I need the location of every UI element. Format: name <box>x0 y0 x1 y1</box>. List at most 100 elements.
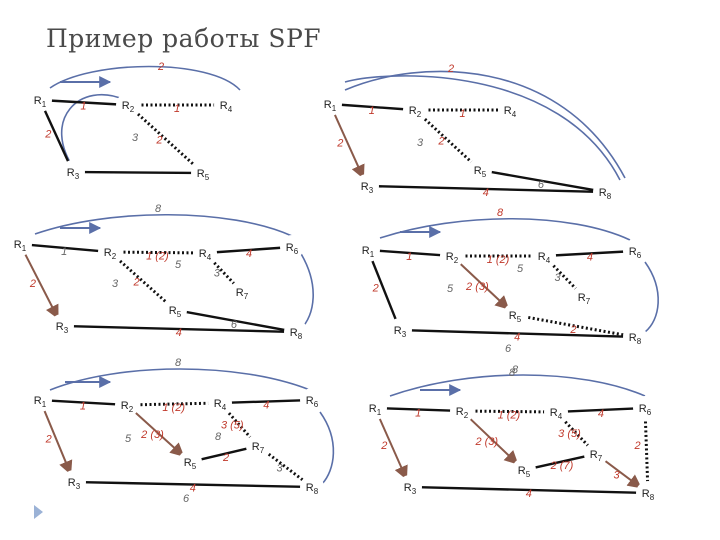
router-node-R7: R7 <box>584 442 608 466</box>
flood-loop-arc <box>49 368 311 391</box>
router-node-halo <box>544 400 568 424</box>
router-node-R8: R8 <box>636 481 660 505</box>
link-R6-R8 <box>643 416 650 485</box>
router-node-halo <box>572 285 596 309</box>
cost-label: 8 <box>215 431 222 443</box>
link-cost-label: 4 <box>587 251 593 263</box>
link-cost-label: 2 <box>155 135 162 147</box>
flood-loop-arc <box>379 217 631 241</box>
link-cost-label: 1 <box>415 407 421 419</box>
link-R1-R2 <box>338 103 407 111</box>
router-node-halo <box>28 88 52 112</box>
router-node-R1: R1 <box>28 388 52 412</box>
cost-label: 3 <box>417 137 424 149</box>
link-R1-R3 <box>377 415 408 481</box>
link-R4-R6 <box>228 399 304 404</box>
router-node-R4: R4 <box>498 98 522 122</box>
router-node-R1: R1 <box>8 232 32 256</box>
link-R5-R8 <box>183 310 288 332</box>
link-R4-R6 <box>552 250 627 257</box>
router-node-halo <box>584 442 608 466</box>
link-cost-label: 2 <box>437 136 444 148</box>
router-node-R6: R6 <box>623 239 647 263</box>
router-node-R7: R7 <box>572 285 596 309</box>
router-node-R6: R6 <box>633 396 657 420</box>
link-cost-label: 1 (2) <box>498 409 521 421</box>
link-cost-label: 1 (2) <box>162 402 185 414</box>
link-cost-label: 1 (2) <box>487 254 510 266</box>
router-node-halo <box>193 241 217 265</box>
link-cost-label: 4 <box>483 187 489 199</box>
link-R1-R3 <box>42 407 73 475</box>
link-R3-R8 <box>408 329 627 338</box>
router-node-halo <box>532 244 556 268</box>
link-cost-label: 4 <box>598 408 604 420</box>
router-node-R3: R3 <box>61 160 85 184</box>
router-node-R2: R2 <box>440 244 464 268</box>
router-node-R7: R7 <box>246 434 270 458</box>
spf-step-p3: 1 1 (2) 4 2 2 3 4 6 3 5 8 8 R1 R2 R4 R6 R3 R5 R7 R8 <box>8 203 314 369</box>
link-cost-label: 2 <box>222 452 229 464</box>
spf-step-p4: 1 1 (2) 4 2 2 (3) 3 4 2 5 5 6 8 R1 R2 R4 R6 R3 R5 R7 R8 <box>356 217 659 376</box>
link-R2-R5 <box>420 115 475 165</box>
router-node-halo <box>300 475 324 499</box>
link-cost-label: 4 <box>514 331 520 343</box>
link-R3-R8 <box>70 325 288 333</box>
link-R4-R7 <box>549 261 579 292</box>
router-node-R3: R3 <box>398 475 422 499</box>
link-R2-R5 <box>133 109 198 169</box>
cost-label: 5 <box>175 259 182 271</box>
link-cost-label: 1 <box>80 400 86 412</box>
router-node-halo <box>28 388 52 412</box>
link-cost-label: 2 (3) <box>474 436 498 448</box>
link-cost-label: 1 <box>369 105 375 117</box>
link-R1-R3 <box>42 107 71 165</box>
link-cost-label: 6 <box>231 319 238 331</box>
router-node-R5: R5 <box>191 161 215 185</box>
link-cost-label: 1 <box>61 246 67 258</box>
router-node-halo <box>355 174 379 198</box>
link-R4-R7 <box>224 408 254 441</box>
router-node-R8: R8 <box>623 325 647 349</box>
link-R2-R5 <box>457 261 510 310</box>
router-node-halo <box>300 388 324 412</box>
router-node-halo <box>398 475 422 499</box>
router-node-halo <box>191 161 215 185</box>
link-cost-label: 2 <box>380 440 387 452</box>
router-node-halo <box>356 238 380 262</box>
link-cost-label: 3 <box>554 272 561 284</box>
spf-step-p1: 2 1 1 2 2 3 R1 R2 R3 R4 R5 <box>28 61 241 185</box>
link-cost-label: 2 <box>29 278 36 290</box>
router-node-R4: R4 <box>544 400 568 424</box>
link-cost-label: 3 <box>614 470 621 482</box>
link-cost-label: 1 <box>459 108 465 120</box>
router-node-R7: R7 <box>230 280 254 304</box>
router-node-R3: R3 <box>62 470 86 494</box>
flood-loop-arc <box>344 70 626 179</box>
router-node-halo <box>280 235 304 259</box>
cost-label: 6 <box>505 343 512 355</box>
link-R4-R7 <box>210 258 237 287</box>
link-cost-label: 2 <box>336 138 343 150</box>
link-R5-R8 <box>523 315 627 337</box>
router-node-halo <box>246 434 270 458</box>
link-cost-label: 2 (7) <box>550 460 574 472</box>
link-R2-R4 <box>135 401 212 407</box>
link-R3-R8 <box>418 486 640 494</box>
link-R1-R2 <box>48 399 119 406</box>
link-cost-label: 3 <box>132 132 139 144</box>
router-node-halo <box>363 396 387 420</box>
router-node-R8: R8 <box>284 320 308 344</box>
link-R2-R5 <box>133 410 185 457</box>
router-node-R2: R2 <box>115 393 139 417</box>
cost-label: 5 <box>517 263 524 275</box>
link-R5-R7 <box>532 454 588 470</box>
spf-step-p5: 1 1 (2) 4 2 2 (3) 3 (5) 2 4 3 5 8 6 R1 R2 R4 R6 R3 R5 R7 R8 <box>28 368 335 505</box>
link-cost-label: 2 <box>633 440 640 452</box>
router-node-R1: R1 <box>363 396 387 420</box>
link-cost-label: 2 (3) <box>465 281 489 293</box>
link-cost-label: 1 <box>80 100 86 112</box>
cost-label: 6 <box>183 493 190 505</box>
link-R2-R4 <box>470 409 548 414</box>
